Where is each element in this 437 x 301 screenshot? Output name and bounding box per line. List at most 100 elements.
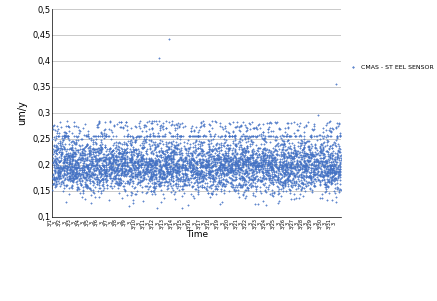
CMAS - ST EEL SENSOR <box>199 177 206 182</box>
CMAS - ST EEL SENSOR <box>335 170 342 175</box>
CMAS - ST EEL SENSOR <box>178 194 185 198</box>
CMAS - ST EEL SENSOR <box>144 120 151 125</box>
CMAS - ST EEL SENSOR <box>214 152 221 157</box>
CMAS - ST EEL SENSOR <box>150 173 157 178</box>
CMAS - ST EEL SENSOR <box>298 162 305 167</box>
CMAS - ST EEL SENSOR <box>77 150 84 155</box>
CMAS - ST EEL SENSOR <box>78 153 85 158</box>
CMAS - ST EEL SENSOR <box>106 119 113 123</box>
CMAS - ST EEL SENSOR <box>330 162 337 166</box>
CMAS - ST EEL SENSOR <box>229 160 236 165</box>
CMAS - ST EEL SENSOR <box>58 134 65 139</box>
CMAS - ST EEL SENSOR <box>300 147 307 151</box>
CMAS - ST EEL SENSOR <box>226 169 233 174</box>
CMAS - ST EEL SENSOR <box>111 176 118 181</box>
CMAS - ST EEL SENSOR <box>304 175 311 180</box>
CMAS - ST EEL SENSOR <box>173 123 180 127</box>
CMAS - ST EEL SENSOR <box>286 179 293 184</box>
CMAS - ST EEL SENSOR <box>205 129 212 134</box>
CMAS - ST EEL SENSOR <box>215 179 222 184</box>
CMAS - ST EEL SENSOR <box>235 144 242 149</box>
CMAS - ST EEL SENSOR <box>59 141 66 146</box>
CMAS - ST EEL SENSOR <box>262 175 269 180</box>
CMAS - ST EEL SENSOR <box>276 187 283 191</box>
CMAS - ST EEL SENSOR <box>191 128 198 133</box>
CMAS - ST EEL SENSOR <box>107 120 114 125</box>
CMAS - ST EEL SENSOR <box>69 152 76 157</box>
CMAS - ST EEL SENSOR <box>51 123 58 127</box>
CMAS - ST EEL SENSOR <box>149 192 156 197</box>
CMAS - ST EEL SENSOR <box>108 170 115 175</box>
CMAS - ST EEL SENSOR <box>330 176 337 181</box>
CMAS - ST EEL SENSOR <box>231 162 238 166</box>
CMAS - ST EEL SENSOR <box>331 169 338 174</box>
CMAS - ST EEL SENSOR <box>144 171 151 176</box>
CMAS - ST EEL SENSOR <box>211 154 218 159</box>
CMAS - ST EEL SENSOR <box>163 163 170 168</box>
CMAS - ST EEL SENSOR <box>296 167 303 172</box>
CMAS - ST EEL SENSOR <box>159 126 166 131</box>
CMAS - ST EEL SENSOR <box>335 154 342 159</box>
CMAS - ST EEL SENSOR <box>299 154 306 158</box>
CMAS - ST EEL SENSOR <box>319 160 326 165</box>
CMAS - ST EEL SENSOR <box>137 178 144 182</box>
CMAS - ST EEL SENSOR <box>232 161 239 166</box>
CMAS - ST EEL SENSOR <box>94 174 101 179</box>
CMAS - ST EEL SENSOR <box>65 155 72 160</box>
CMAS - ST EEL SENSOR <box>111 159 118 164</box>
CMAS - ST EEL SENSOR <box>170 148 177 153</box>
CMAS - ST EEL SENSOR <box>273 164 280 169</box>
CMAS - ST EEL SENSOR <box>170 168 177 172</box>
CMAS - ST EEL SENSOR <box>88 193 95 197</box>
CMAS - ST EEL SENSOR <box>145 164 152 169</box>
CMAS - ST EEL SENSOR <box>164 152 171 157</box>
CMAS - ST EEL SENSOR <box>198 139 205 144</box>
CMAS - ST EEL SENSOR <box>263 170 270 175</box>
CMAS - ST EEL SENSOR <box>332 155 339 160</box>
CMAS - ST EEL SENSOR <box>114 162 121 167</box>
CMAS - ST EEL SENSOR <box>94 167 101 172</box>
CMAS - ST EEL SENSOR <box>315 151 322 156</box>
CMAS - ST EEL SENSOR <box>69 172 76 177</box>
CMAS - ST EEL SENSOR <box>96 194 103 199</box>
CMAS - ST EEL SENSOR <box>301 185 308 190</box>
CMAS - ST EEL SENSOR <box>59 135 66 140</box>
CMAS - ST EEL SENSOR <box>323 148 330 153</box>
CMAS - ST EEL SENSOR <box>115 154 122 158</box>
CMAS - ST EEL SENSOR <box>152 175 159 180</box>
CMAS - ST EEL SENSOR <box>239 155 246 160</box>
CMAS - ST EEL SENSOR <box>179 162 186 166</box>
CMAS - ST EEL SENSOR <box>123 141 130 146</box>
CMAS - ST EEL SENSOR <box>168 164 175 169</box>
CMAS - ST EEL SENSOR <box>322 171 329 176</box>
CMAS - ST EEL SENSOR <box>284 175 291 180</box>
CMAS - ST EEL SENSOR <box>191 166 198 171</box>
CMAS - ST EEL SENSOR <box>173 185 180 190</box>
CMAS - ST EEL SENSOR <box>279 141 286 146</box>
CMAS - ST EEL SENSOR <box>93 162 100 167</box>
CMAS - ST EEL SENSOR <box>49 127 56 132</box>
CMAS - ST EEL SENSOR <box>197 170 204 175</box>
CMAS - ST EEL SENSOR <box>214 169 221 174</box>
CMAS - ST EEL SENSOR <box>254 163 261 168</box>
CMAS - ST EEL SENSOR <box>84 184 91 189</box>
CMAS - ST EEL SENSOR <box>188 176 195 181</box>
CMAS - ST EEL SENSOR <box>114 158 121 163</box>
CMAS - ST EEL SENSOR <box>151 165 158 170</box>
CMAS - ST EEL SENSOR <box>268 164 275 169</box>
CMAS - ST EEL SENSOR <box>170 138 177 143</box>
CMAS - ST EEL SENSOR <box>190 134 197 139</box>
CMAS - ST EEL SENSOR <box>321 160 328 165</box>
CMAS - ST EEL SENSOR <box>126 157 133 162</box>
CMAS - ST EEL SENSOR <box>126 167 133 172</box>
CMAS - ST EEL SENSOR <box>164 170 171 175</box>
CMAS - ST EEL SENSOR <box>113 168 120 173</box>
CMAS - ST EEL SENSOR <box>206 157 213 162</box>
CMAS - ST EEL SENSOR <box>146 159 153 163</box>
CMAS - ST EEL SENSOR <box>52 153 59 158</box>
CMAS - ST EEL SENSOR <box>251 166 258 171</box>
CMAS - ST EEL SENSOR <box>310 184 317 189</box>
CMAS - ST EEL SENSOR <box>237 185 244 190</box>
CMAS - ST EEL SENSOR <box>163 169 170 174</box>
CMAS - ST EEL SENSOR <box>310 177 317 182</box>
